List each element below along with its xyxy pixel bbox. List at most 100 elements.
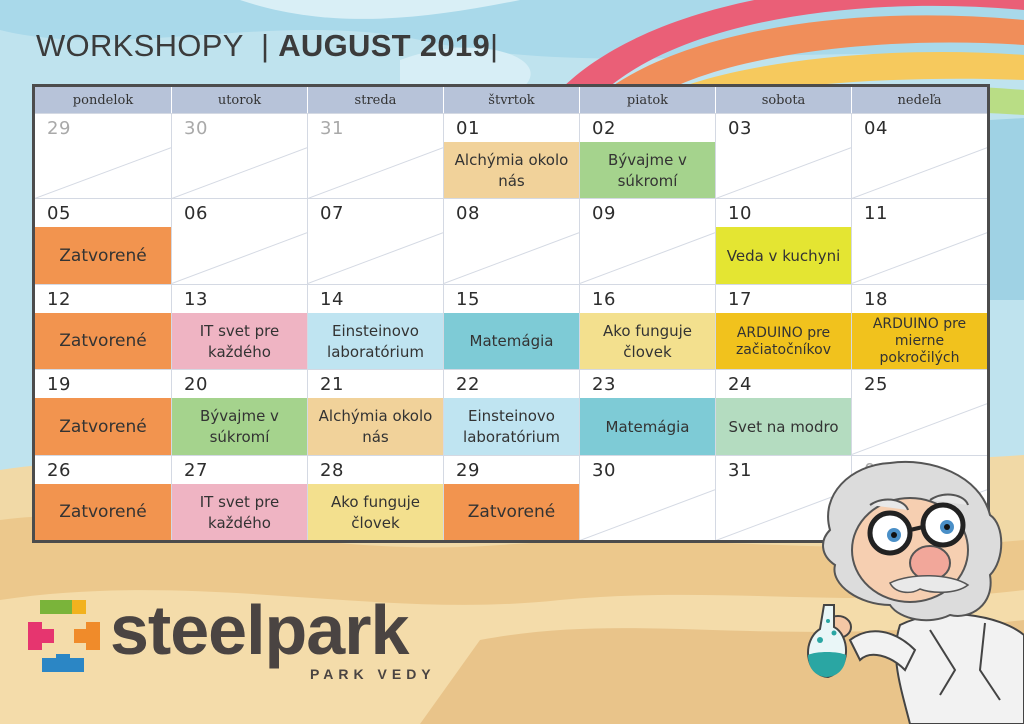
event-block[interactable]: Ako funguje človek [580, 312, 715, 370]
day-cell[interactable]: 13 IT svet pre každého [171, 283, 307, 370]
day-cell[interactable]: 21 Alchýmia okolo nás [307, 369, 443, 455]
day-number: 30 [184, 118, 208, 139]
day-cell[interactable]: 28 Ako funguje človek [307, 454, 443, 540]
weekday-header-5: sobota [715, 87, 851, 113]
day-number: 02 [592, 118, 616, 139]
day-number: 05 [47, 203, 71, 225]
event-block[interactable]: Alchýmia okolo nás [308, 398, 443, 455]
event-block[interactable]: Veda v kuchyni [716, 227, 851, 284]
event-block[interactable]: Alchýmia okolo nás [444, 142, 579, 199]
cell-diagonal-line [852, 370, 987, 454]
day-cell[interactable]: 30 [171, 113, 307, 199]
day-cell[interactable]: 27 IT svet pre každého [171, 454, 307, 540]
day-cell[interactable]: 24 Svet na modro [715, 369, 851, 455]
weekday-header-0: pondelok [72, 92, 134, 108]
cell-diagonal-line [35, 114, 171, 198]
day-cell[interactable]: 05 Zatvorené [35, 198, 171, 284]
event-block[interactable]: Bývajme v súkromí [580, 142, 715, 199]
day-cell[interactable]: 19 Zatvorené [35, 369, 171, 455]
event-block[interactable]: Zatvorené [35, 483, 171, 540]
event-block[interactable]: Matemágia [580, 398, 715, 455]
day-cell[interactable]: 31 [715, 454, 851, 540]
day-number: 18 [864, 288, 888, 310]
day-number: 09 [592, 203, 616, 225]
day-cell[interactable]: 07 [307, 198, 443, 284]
day-cell[interactable]: 29 [35, 113, 171, 198]
event-block[interactable]: IT svet pre každého [172, 312, 307, 370]
calendar-grid: pondelok utorok streda štvrtok piatok sobota n… [32, 84, 990, 543]
title-workshops: WORKSHOPY [36, 28, 244, 63]
day-cell[interactable]: 02 Bývajme v súkromí [579, 113, 715, 199]
day-number: 17 [728, 288, 752, 310]
day-cell[interactable]: 20 Bývajme v súkromí [171, 369, 307, 455]
cell-diagonal-line [580, 456, 715, 540]
day-cell[interactable]: 29 Zatvorené [443, 454, 579, 540]
day-number: 31 [320, 118, 344, 139]
day-cell[interactable]: 17 ARDUINO pre začiatočníkov [715, 283, 851, 370]
weekday-header-1: utorok [171, 87, 307, 113]
day-cell[interactable]: 30 [579, 454, 715, 540]
event-block[interactable]: Einsteinovo laboratórium [308, 312, 443, 370]
day-cell[interactable]: 22 Einsteinovo laboratórium [443, 369, 579, 455]
weekday-header-4: piatok [579, 87, 715, 113]
event-block[interactable]: Zatvorené [35, 398, 171, 455]
day-cell[interactable]: 14 Einsteinovo laboratórium [307, 283, 443, 370]
day-cell[interactable]: 16 Ako funguje človek [579, 283, 715, 370]
event-block[interactable]: Ako funguje človek [308, 483, 443, 540]
day-number: 26 [47, 459, 71, 481]
weekday-header-3: štvrtok [443, 87, 579, 113]
cell-diagonal-line [716, 456, 851, 540]
day-cell[interactable]: 08 [443, 198, 579, 284]
calendar-body: 29 30 31 01 Alchýmia okolo nás 02 Bývajme v sú… [35, 113, 987, 540]
day-cell[interactable]: 04 [851, 113, 987, 199]
title-month: AUGUST 2019 [278, 28, 490, 63]
day-cell[interactable]: 06 [171, 198, 307, 284]
day-cell[interactable]: 31 [307, 113, 443, 199]
day-number: 14 [320, 288, 344, 310]
day-cell[interactable]: 18 ARDUINO pre mierne pokročilých [851, 283, 987, 370]
day-number: 30 [592, 459, 616, 481]
event-block[interactable]: Bývajme v súkromí [172, 398, 307, 455]
day-cell[interactable]: 11 [851, 198, 987, 284]
day-number: 01 [456, 118, 480, 139]
day-cell[interactable]: 23 Matemágia [579, 369, 715, 455]
day-cell[interactable]: 15 Matemágia [443, 283, 579, 370]
event-block[interactable]: ARDUINO pre začiatočníkov [716, 312, 851, 370]
cell-diagonal-line [580, 199, 715, 283]
event-block[interactable]: Zatvorené [35, 312, 171, 370]
cell-diagonal-line [716, 114, 851, 198]
event-block[interactable]: Zatvorené [444, 483, 579, 540]
event-block[interactable]: Svet na modro [716, 398, 851, 455]
day-number: 15 [456, 288, 480, 310]
day-cell[interactable]: 03 [715, 113, 851, 199]
day-number: 12 [47, 288, 71, 310]
day-cell[interactable]: 26 Zatvorené [35, 454, 171, 540]
cell-diagonal-line [172, 114, 307, 198]
scientist-mascot-illustration [807, 460, 1024, 724]
event-block[interactable]: IT svet pre každého [172, 483, 307, 540]
day-cell[interactable]: 09 [579, 198, 715, 284]
page-title: WORKSHOPY | AUGUST 2019| [36, 28, 498, 68]
day-number: 08 [456, 203, 480, 225]
title-separator: | [252, 28, 270, 63]
day-cell[interactable]: 01 Alchýmia okolo nás [443, 113, 579, 199]
day-number: 13 [184, 288, 208, 310]
day-number: 23 [592, 374, 616, 396]
logo-subtitle: PARK VEDY [310, 666, 436, 682]
cell-diagonal-line [852, 199, 987, 283]
day-cell[interactable]: 12 Zatvorené [35, 283, 171, 370]
event-block[interactable]: ARDUINO pre mierne pokročilých [852, 312, 987, 370]
day-cell[interactable]: 25 [851, 369, 987, 455]
event-block[interactable]: Matemágia [444, 312, 579, 370]
day-number: 16 [592, 288, 616, 310]
day-number: 07 [320, 203, 344, 225]
day-number: 04 [864, 118, 888, 139]
day-number: 22 [456, 374, 480, 396]
cell-diagonal-line [172, 199, 307, 283]
cell-diagonal-line [852, 114, 987, 198]
title-separator-end: | [489, 28, 499, 63]
event-block[interactable]: Zatvorené [35, 227, 171, 284]
event-block[interactable]: Einsteinovo laboratórium [444, 398, 579, 455]
day-number: 31 [728, 459, 752, 481]
day-cell[interactable]: 10 Veda v kuchyni [715, 198, 851, 284]
